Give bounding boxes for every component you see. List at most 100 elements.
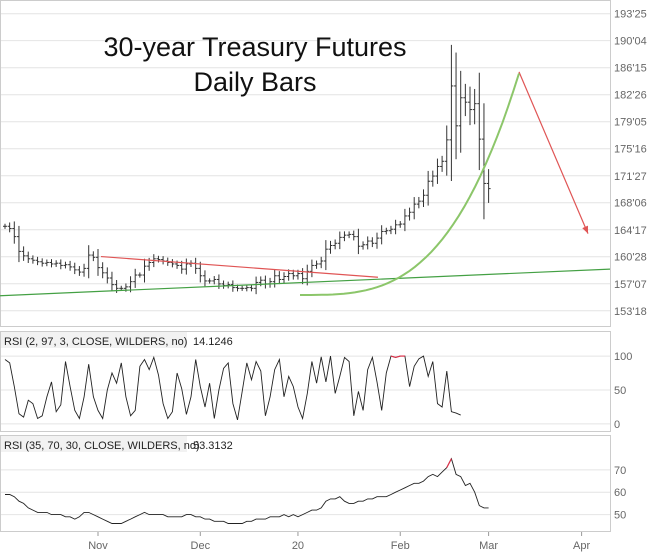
price-bar (481, 103, 486, 220)
price-bar (379, 225, 384, 245)
rsi-tick-label: 70 (614, 465, 626, 477)
rsi-overbought-segment (446, 458, 452, 468)
price-bar (184, 258, 189, 275)
price-bar (277, 271, 282, 285)
price-tick-label: 179'05 (614, 117, 647, 129)
price-bar (486, 169, 491, 203)
price-bar (137, 272, 142, 278)
rsi-overbought-segment (390, 355, 396, 359)
price-bar (300, 268, 305, 285)
price-tick-label: 193'25 (614, 9, 647, 21)
price-bar (16, 225, 21, 263)
price-y-ticks: 193'25 190'04 186'15 182'26 179'05 175'16 171'… (614, 9, 647, 318)
rsi-tick-label: 0 (614, 419, 620, 431)
rsi-tick-label: 60 (614, 487, 626, 499)
price-tick-label: 160'28 (614, 252, 647, 264)
x-tick-label: Dec (191, 540, 211, 552)
price-bar (375, 232, 379, 249)
price-bar (212, 276, 217, 285)
rsi-tick-label: 100 (614, 351, 632, 363)
rsi-fast-value: 14.1246 (193, 336, 233, 348)
price-bar (426, 170, 431, 206)
chart-subtitle: Daily Bars (193, 67, 316, 97)
price-bar (393, 219, 398, 235)
price-bar (282, 272, 286, 284)
x-tick-label: 20 (292, 540, 304, 552)
price-bar (63, 261, 68, 269)
price-tick-label: 153'18 (614, 306, 647, 318)
price-bar (463, 83, 468, 117)
price-bar (402, 208, 407, 232)
price-tick-label: 168'06 (614, 198, 647, 210)
price-bar (30, 255, 35, 264)
price-bar (430, 170, 435, 187)
price-bar (319, 256, 324, 269)
price-bar (109, 271, 114, 291)
rsi-fast-header (1, 332, 187, 348)
rsi-slow-y-ticks: 70 60 50 (614, 465, 626, 522)
price-bar (323, 240, 328, 271)
price-bar (412, 197, 417, 220)
rsi-line (4, 355, 461, 421)
price-tick-label: 175'16 (614, 144, 647, 156)
price-bar (407, 207, 412, 221)
price-bar (7, 222, 12, 233)
rsi-fast-series (4, 355, 461, 421)
price-bar (421, 189, 426, 208)
price-bar (170, 259, 175, 268)
price-bar (100, 262, 105, 279)
price-tick-label: 171'27 (614, 171, 647, 183)
price-bar (133, 268, 138, 288)
price-bar (328, 240, 333, 254)
price-bar (249, 284, 254, 292)
rsi-tick-label: 50 (614, 510, 626, 522)
price-bar (361, 241, 366, 250)
price-bar (333, 239, 338, 250)
price-bar (49, 259, 54, 268)
price-tick-label: 182'26 (614, 90, 647, 102)
trendline (518, 71, 589, 234)
price-bar (3, 223, 7, 229)
rsi-overbought-segment (395, 355, 401, 359)
price-bar (40, 258, 45, 267)
rsi-slow-label: RSI (35, 70, 30, CLOSE, WILDERS, no) (4, 440, 200, 452)
price-bar (82, 263, 87, 277)
price-bar (449, 44, 454, 181)
trendline (100, 255, 379, 278)
price-bar (388, 225, 393, 235)
price-bar (356, 228, 361, 255)
price-bar (105, 267, 110, 284)
price-bar (68, 260, 73, 271)
trendline (0, 268, 611, 297)
price-bar (458, 70, 463, 153)
price-bar (342, 231, 347, 242)
price-bar (468, 86, 472, 126)
price-bar (416, 196, 421, 209)
price-bar (21, 246, 26, 261)
price-bar (454, 52, 459, 160)
rsi-slow-header (1, 436, 187, 452)
x-tick-label: Apr (573, 540, 590, 552)
price-bar (477, 72, 482, 171)
price-bar (272, 269, 277, 288)
price-bar (207, 278, 212, 284)
price-tick-label: 190'04 (614, 36, 647, 48)
price-bar (435, 158, 440, 184)
price-bar (58, 259, 63, 270)
rsi-fast-label: RSI (2, 97, 3, CLOSE, WILDERS, no) (4, 336, 187, 348)
price-bar (54, 260, 59, 267)
rsi-line (5, 457, 489, 524)
price-bar (384, 227, 389, 235)
rsi-fast-panel (0, 331, 611, 432)
parabolic-curve (300, 73, 520, 296)
price-bar (244, 284, 249, 292)
price-bar (86, 245, 91, 279)
price-bar (35, 256, 40, 266)
price-bar (440, 155, 445, 172)
price-bar (96, 249, 100, 276)
trendlines (0, 71, 611, 297)
price-bar (240, 285, 245, 291)
price-bar (347, 231, 352, 239)
price-bar (26, 251, 31, 263)
